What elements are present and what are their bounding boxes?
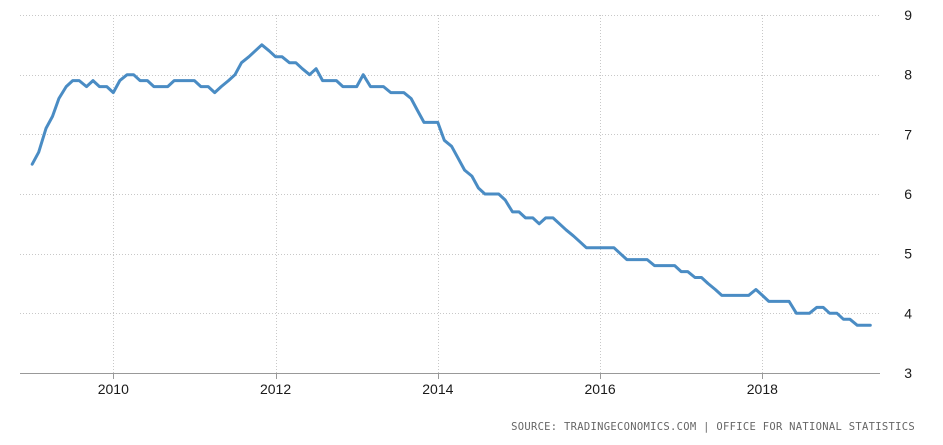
series-layer: [30, 43, 872, 327]
x-tick-label-2016: 2016: [585, 381, 616, 397]
y-tick-label-6: 6: [904, 186, 912, 202]
y-tick-label-9: 9: [904, 7, 912, 23]
axis-lines: [20, 373, 880, 379]
grid-lines: [20, 15, 880, 373]
x-tick-label-2018: 2018: [747, 381, 778, 397]
y-tick-label-7: 7: [904, 126, 912, 142]
y-tick-label-5: 5: [904, 246, 912, 262]
x-tick-label-2010: 2010: [98, 381, 129, 397]
y-tick-labels: 3 4 5 6 7 8 9: [904, 7, 912, 381]
y-tick-label-3: 3: [904, 365, 912, 381]
series-line-0: [30, 43, 872, 327]
x-tick-label-2012: 2012: [260, 381, 291, 397]
y-tick-label-8: 8: [904, 67, 912, 83]
x-tick-label-2014: 2014: [422, 381, 453, 397]
x-tick-labels: 2010 2012 2014 2016 2018: [98, 381, 778, 397]
y-tick-label-4: 4: [904, 305, 912, 321]
source-attribution: SOURCE: TRADINGECONOMICS.COM | OFFICE FO…: [511, 421, 915, 433]
